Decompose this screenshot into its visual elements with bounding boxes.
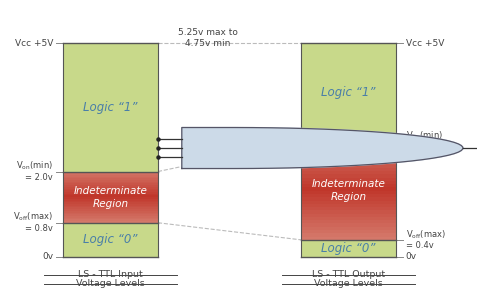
Text: Voltage Levels: Voltage Levels: [314, 279, 383, 288]
Text: Vcc +5V: Vcc +5V: [406, 39, 444, 48]
Bar: [63, 187, 158, 189]
Bar: [63, 219, 158, 221]
Bar: [63, 183, 158, 185]
Bar: [301, 171, 396, 174]
Bar: [301, 161, 396, 164]
Bar: [63, 178, 158, 180]
Text: = 0.8v: = 0.8v: [25, 224, 53, 233]
Text: = 0.4v: = 0.4v: [406, 241, 434, 250]
Bar: [301, 194, 396, 197]
Bar: [301, 200, 396, 204]
Bar: [301, 178, 396, 181]
Bar: [301, 220, 396, 223]
Bar: [63, 207, 158, 209]
Text: Voltage Levels: Voltage Levels: [76, 279, 145, 288]
Bar: [301, 181, 396, 184]
Text: Indeterminate
Region: Indeterminate Region: [74, 186, 147, 209]
Bar: [301, 174, 396, 178]
Bar: [63, 177, 158, 178]
Bar: [301, 240, 396, 257]
Text: 0v: 0v: [406, 252, 417, 261]
Bar: [63, 221, 158, 223]
Bar: [301, 151, 396, 155]
Bar: [63, 190, 158, 192]
Bar: [301, 204, 396, 207]
Bar: [301, 155, 396, 158]
Bar: [63, 214, 158, 216]
Bar: [301, 187, 396, 191]
Bar: [63, 211, 158, 212]
Bar: [301, 207, 396, 210]
Bar: [63, 202, 158, 204]
Bar: [63, 223, 158, 257]
Bar: [63, 197, 158, 199]
Bar: [301, 197, 396, 200]
Text: 5.25v max to
4.75v min: 5.25v max to 4.75v min: [178, 29, 238, 48]
Bar: [63, 204, 158, 206]
Bar: [301, 233, 396, 237]
Bar: [301, 145, 396, 148]
Text: LS - TTL Input: LS - TTL Input: [78, 270, 143, 279]
Bar: [301, 210, 396, 214]
Bar: [301, 184, 396, 187]
Text: 0v: 0v: [42, 252, 53, 261]
Bar: [301, 217, 396, 220]
Bar: [301, 168, 396, 171]
Text: Logic “1”: Logic “1”: [83, 101, 138, 114]
Text: = 2.0v: = 2.0v: [25, 173, 53, 182]
Bar: [63, 206, 158, 207]
Bar: [63, 212, 158, 214]
Bar: [63, 196, 158, 197]
Bar: [301, 237, 396, 240]
Bar: [63, 218, 158, 219]
Bar: [63, 200, 158, 202]
Bar: [301, 148, 396, 151]
Bar: [301, 164, 396, 168]
Bar: [301, 214, 396, 217]
Bar: [301, 142, 396, 145]
Text: Indeterminate
Region: Indeterminate Region: [312, 179, 386, 202]
Bar: [301, 158, 396, 161]
Polygon shape: [182, 127, 463, 168]
Bar: [63, 216, 158, 218]
Text: V$_{\rm off}$(max): V$_{\rm off}$(max): [13, 211, 53, 223]
Bar: [63, 182, 158, 183]
Bar: [63, 192, 158, 194]
Text: = 2.7v: = 2.7v: [406, 143, 434, 152]
Bar: [63, 43, 158, 171]
Text: Logic “0”: Logic “0”: [321, 242, 376, 255]
Bar: [63, 175, 158, 177]
Bar: [63, 189, 158, 190]
Bar: [301, 223, 396, 227]
Bar: [63, 180, 158, 182]
Text: V$_{\rm on}$(min): V$_{\rm on}$(min): [406, 130, 443, 142]
Bar: [301, 43, 396, 142]
Bar: [301, 191, 396, 194]
Bar: [63, 194, 158, 196]
Bar: [63, 173, 158, 175]
Bar: [63, 171, 158, 173]
Text: Logic “0”: Logic “0”: [83, 233, 138, 246]
Bar: [301, 230, 396, 233]
Text: V$_{\rm off}$(max): V$_{\rm off}$(max): [406, 228, 445, 241]
Bar: [63, 185, 158, 187]
Bar: [63, 199, 158, 200]
Text: Logic “1”: Logic “1”: [321, 86, 376, 99]
Text: V$_{\rm on}$(min): V$_{\rm on}$(min): [16, 160, 53, 172]
Text: Vcc +5V: Vcc +5V: [15, 39, 53, 48]
Bar: [63, 209, 158, 211]
Text: LS - TTL Output: LS - TTL Output: [312, 270, 385, 279]
Bar: [301, 227, 396, 230]
